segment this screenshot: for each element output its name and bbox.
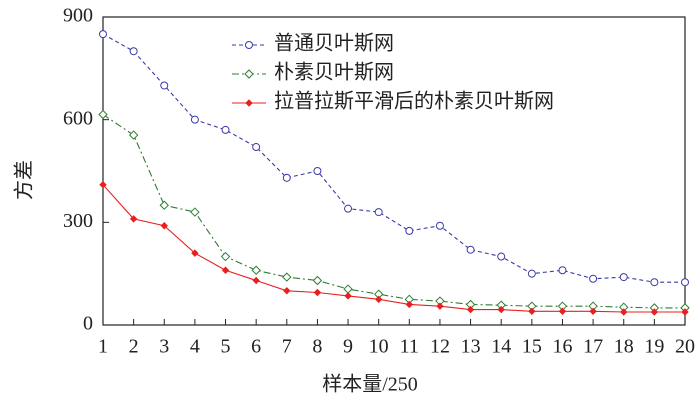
point (466, 245, 475, 254)
plot-frame (102, 16, 686, 326)
legend-label: 拉普拉斯平滑后的朴素贝叶斯网 (274, 90, 554, 113)
point (589, 307, 597, 316)
point (435, 221, 444, 230)
point (681, 308, 689, 316)
point (558, 266, 567, 275)
y-tick-label: 300 (63, 210, 93, 232)
x-tick-label: 11 (400, 336, 419, 358)
point (221, 266, 230, 274)
point (252, 276, 260, 285)
point (282, 272, 292, 282)
series-line (102, 33, 685, 283)
point (497, 305, 505, 314)
legend-label: 普通贝叶斯网 (274, 32, 394, 55)
point (190, 207, 200, 217)
x-tick-label: 16 (552, 336, 572, 358)
point (160, 81, 169, 90)
point (374, 208, 383, 217)
x-tick-label: 2 (129, 336, 139, 358)
x-tick-label: 13 (461, 336, 481, 358)
y-tick-label: 0 (83, 313, 93, 335)
point (99, 30, 107, 39)
x-axis-label: 样本量/250 (322, 373, 418, 396)
point (283, 287, 291, 295)
x-tick-label: 8 (312, 336, 322, 358)
x-tick-label: 20 (675, 336, 695, 358)
point (405, 300, 414, 309)
x-tick-label: 4 (190, 336, 200, 358)
x-tick-label: 7 (282, 336, 292, 358)
point (528, 307, 536, 316)
x-tick-label: 6 (251, 336, 261, 358)
point (405, 226, 414, 235)
point (681, 278, 689, 287)
point (129, 215, 138, 223)
point (344, 204, 353, 213)
point (220, 251, 231, 262)
x-tick-label: 10 (369, 336, 389, 358)
legend-marker (245, 41, 253, 49)
point (282, 173, 291, 182)
x-tick-label: 9 (343, 336, 353, 358)
x-tick-label: 5 (221, 336, 231, 358)
legend-label: 朴素贝叶斯网 (274, 61, 394, 84)
point (129, 47, 138, 56)
point (619, 273, 628, 282)
point (221, 125, 230, 134)
point (159, 200, 169, 210)
point (313, 288, 322, 297)
point (99, 180, 107, 189)
point (190, 115, 199, 124)
point (98, 109, 108, 120)
x-tick-label: 1 (98, 336, 108, 358)
point (558, 307, 567, 316)
legend-marker (245, 99, 253, 107)
point (527, 269, 536, 278)
point (252, 143, 261, 152)
x-tick-label: 15 (522, 336, 542, 358)
x-tick-label: 19 (644, 336, 664, 358)
point (251, 265, 261, 275)
series-line (102, 184, 685, 313)
point (160, 222, 168, 230)
x-tick-label: 17 (583, 336, 603, 358)
y-axis-label: 方差 (13, 160, 36, 200)
point (312, 275, 323, 286)
series-line (102, 114, 685, 309)
y-tick-label: 600 (63, 107, 93, 129)
point (466, 305, 475, 314)
point (343, 284, 353, 294)
point (313, 167, 322, 175)
x-tick-label: 12 (430, 336, 450, 358)
point (620, 308, 628, 316)
point (589, 274, 598, 283)
x-tick-label: 3 (159, 336, 169, 358)
point (191, 249, 199, 257)
point (497, 252, 506, 261)
legend-marker (244, 69, 254, 79)
point (374, 295, 383, 304)
point (650, 278, 659, 287)
x-tick-label: 18 (614, 336, 634, 358)
y-tick-label: 900 (63, 5, 93, 27)
point (650, 308, 659, 316)
point (436, 302, 444, 310)
x-tick-label: 14 (491, 336, 511, 358)
point (344, 292, 352, 300)
point (128, 130, 139, 140)
